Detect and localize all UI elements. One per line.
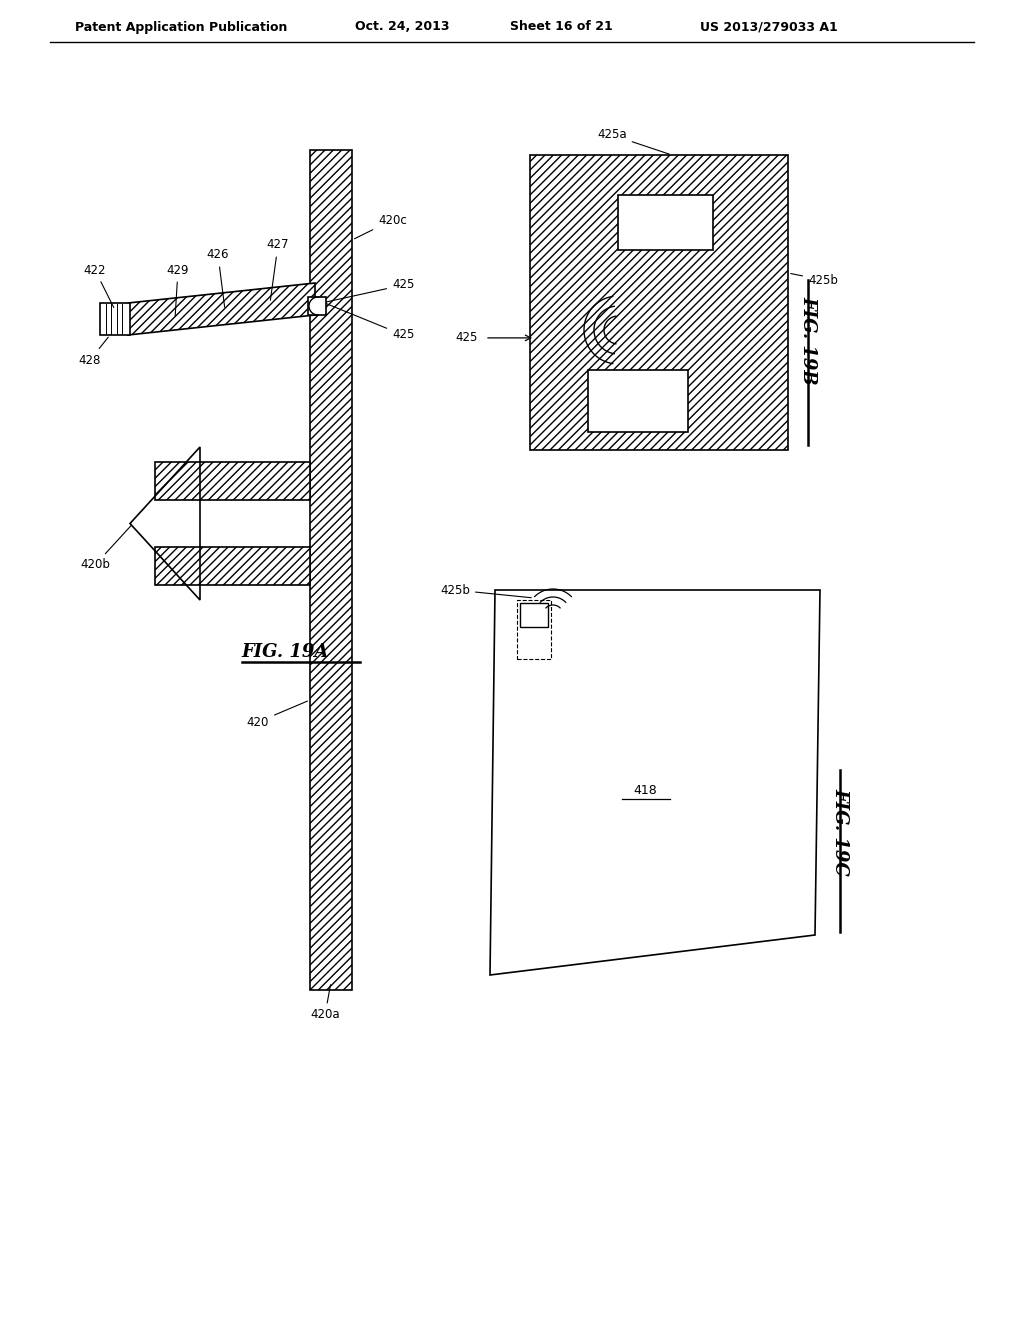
Text: Patent Application Publication: Patent Application Publication — [75, 21, 288, 33]
Text: 420: 420 — [247, 701, 307, 729]
Bar — [310, 150, 352, 990]
Text: 420a: 420a — [310, 985, 340, 1022]
Text: 429: 429 — [167, 264, 189, 317]
Polygon shape — [490, 590, 820, 975]
Text: 428: 428 — [79, 337, 109, 367]
Bar — [308, 297, 326, 315]
Text: Oct. 24, 2013: Oct. 24, 2013 — [355, 21, 450, 33]
Text: 420b: 420b — [80, 525, 131, 572]
Bar — [618, 195, 713, 249]
Text: 425: 425 — [312, 279, 415, 306]
Text: Sheet 16 of 21: Sheet 16 of 21 — [510, 21, 612, 33]
Text: FIG. 19C: FIG. 19C — [831, 788, 849, 876]
Text: US 2013/279033 A1: US 2013/279033 A1 — [700, 21, 838, 33]
Bar — [588, 370, 688, 432]
Bar — [530, 154, 788, 450]
Text: 425: 425 — [313, 298, 415, 342]
Polygon shape — [128, 282, 315, 335]
Text: FIG. 19A: FIG. 19A — [242, 643, 329, 661]
Text: 425a: 425a — [597, 128, 670, 154]
Text: 427: 427 — [266, 239, 289, 300]
Text: 418: 418 — [633, 784, 656, 796]
Bar — [520, 603, 548, 627]
Bar — [100, 304, 130, 335]
Text: 425: 425 — [456, 331, 478, 345]
Text: 426: 426 — [207, 248, 229, 308]
Text: 425b: 425b — [791, 273, 838, 286]
Bar — [155, 462, 310, 500]
Text: FIG. 19B: FIG. 19B — [799, 296, 817, 384]
Text: 422: 422 — [84, 264, 114, 308]
Text: 420c: 420c — [354, 214, 407, 239]
Bar — [155, 546, 310, 585]
Text: 425b: 425b — [440, 583, 531, 598]
